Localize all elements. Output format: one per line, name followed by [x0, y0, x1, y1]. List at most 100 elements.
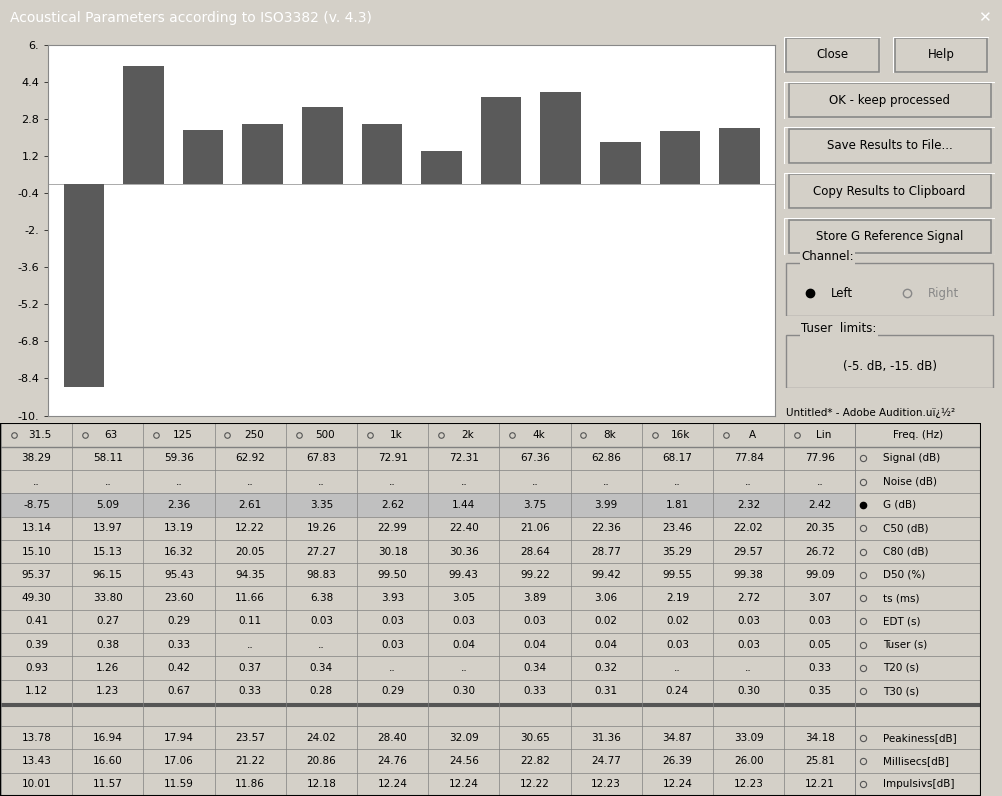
Text: 0.32: 0.32 [594, 663, 617, 673]
Text: ..: .. [318, 640, 325, 650]
Text: 23.60: 23.60 [164, 593, 193, 603]
Text: 24.02: 24.02 [307, 733, 336, 743]
Text: 11.59: 11.59 [164, 779, 193, 790]
Text: 0.34: 0.34 [310, 663, 333, 673]
Text: Signal (dB): Signal (dB) [882, 454, 939, 463]
Text: 95.37: 95.37 [22, 570, 51, 579]
Text: 28.77: 28.77 [590, 547, 620, 556]
Text: G (dB): G (dB) [882, 500, 915, 510]
Text: 0.39: 0.39 [25, 640, 48, 650]
Text: 0.33: 0.33 [523, 686, 546, 696]
Text: 30.36: 30.36 [449, 547, 478, 556]
Text: 63: 63 [104, 430, 118, 440]
Text: 5.09: 5.09 [96, 500, 119, 510]
Text: ..: .. [460, 663, 467, 673]
Text: 12.23: 12.23 [732, 779, 763, 790]
Text: 28.40: 28.40 [378, 733, 407, 743]
Text: 22.99: 22.99 [378, 523, 407, 533]
Text: 16.32: 16.32 [164, 547, 193, 556]
Text: 26.00: 26.00 [733, 756, 763, 766]
Text: 26.39: 26.39 [661, 756, 691, 766]
Text: ..: .. [33, 477, 40, 486]
Text: ..: .. [673, 477, 680, 486]
Text: 16.60: 16.60 [93, 756, 122, 766]
Text: 26.72: 26.72 [804, 547, 834, 556]
Text: 33.80: 33.80 [93, 593, 122, 603]
Text: 49.30: 49.30 [22, 593, 51, 603]
Text: 1.81: 1.81 [665, 500, 688, 510]
Text: 31.36: 31.36 [590, 733, 620, 743]
Text: 4k: 4k [532, 430, 544, 440]
Text: 0.27: 0.27 [96, 616, 119, 626]
Text: 12.24: 12.24 [661, 779, 691, 790]
Text: Right: Right [927, 287, 958, 300]
Text: 34.87: 34.87 [661, 733, 691, 743]
Text: -8.75: -8.75 [23, 500, 50, 510]
Text: ts (ms): ts (ms) [882, 593, 919, 603]
Text: Impulsivs[dB]: Impulsivs[dB] [882, 779, 953, 790]
Text: ..: .. [744, 477, 752, 486]
Text: 24.76: 24.76 [378, 756, 407, 766]
Text: 0.30: 0.30 [736, 686, 760, 696]
Text: 29.57: 29.57 [732, 547, 763, 556]
Text: 3.06: 3.06 [594, 593, 617, 603]
Bar [123, 66, 163, 184]
Text: 0.38: 0.38 [96, 640, 119, 650]
Text: 1.26: 1.26 [96, 663, 119, 673]
Text: 13.43: 13.43 [22, 756, 51, 766]
Text: Untitled* - Adobe Audition.uï¿½²: Untitled* - Adobe Audition.uï¿½² [786, 408, 955, 418]
Text: 68.17: 68.17 [661, 454, 691, 463]
Text: ..: .. [389, 663, 396, 673]
Text: EDT (s): EDT (s) [882, 616, 920, 626]
Text: 72.31: 72.31 [448, 454, 478, 463]
Text: 0.03: 0.03 [736, 640, 760, 650]
Text: 34.18: 34.18 [804, 733, 834, 743]
Bar [421, 151, 461, 184]
Text: 0.03: 0.03 [310, 616, 333, 626]
Text: 0.33: 0.33 [238, 686, 262, 696]
Text: Close: Close [816, 49, 848, 61]
Bar [302, 107, 343, 184]
Text: 2k: 2k [461, 430, 473, 440]
Text: Store G Reference Signal: Store G Reference Signal [816, 230, 962, 243]
Text: 3.05: 3.05 [452, 593, 475, 603]
Text: 30.18: 30.18 [378, 547, 407, 556]
Text: A: A [747, 430, 755, 440]
Text: 27.27: 27.27 [307, 547, 336, 556]
Text: 99.43: 99.43 [448, 570, 478, 579]
Text: 94.35: 94.35 [235, 570, 265, 579]
Text: 95.43: 95.43 [164, 570, 193, 579]
Text: 77.84: 77.84 [732, 454, 763, 463]
Text: 0.67: 0.67 [167, 686, 190, 696]
Text: 0.37: 0.37 [238, 663, 262, 673]
Text: 15.10: 15.10 [22, 547, 51, 556]
Text: 30.65: 30.65 [520, 733, 549, 743]
Text: 0.30: 0.30 [452, 686, 475, 696]
Text: 62.86: 62.86 [590, 454, 620, 463]
Text: ..: .. [602, 477, 609, 486]
Text: 3.07: 3.07 [808, 593, 831, 603]
Text: Noise (dB): Noise (dB) [882, 477, 936, 486]
Text: 13.97: 13.97 [93, 523, 122, 533]
Text: 67.36: 67.36 [519, 454, 549, 463]
Text: 1k: 1k [390, 430, 402, 440]
Text: 3.99: 3.99 [594, 500, 617, 510]
Text: 11.86: 11.86 [235, 779, 265, 790]
Text: Save Results to File...: Save Results to File... [826, 139, 952, 152]
Bar [599, 142, 640, 184]
Text: 6.38: 6.38 [310, 593, 333, 603]
Text: 1.23: 1.23 [96, 686, 119, 696]
Text: 25.81: 25.81 [804, 756, 834, 766]
Text: 125: 125 [172, 430, 192, 440]
Bar [718, 128, 760, 184]
Text: 17.06: 17.06 [164, 756, 193, 766]
Text: 0.11: 0.11 [238, 616, 262, 626]
Text: 0.05: 0.05 [808, 640, 831, 650]
Text: 250: 250 [243, 430, 264, 440]
Bar [63, 184, 104, 387]
Text: 12.24: 12.24 [448, 779, 478, 790]
Text: 22.40: 22.40 [449, 523, 478, 533]
Text: 59.36: 59.36 [164, 454, 193, 463]
Text: 3.93: 3.93 [381, 593, 404, 603]
Text: 0.03: 0.03 [381, 640, 404, 650]
